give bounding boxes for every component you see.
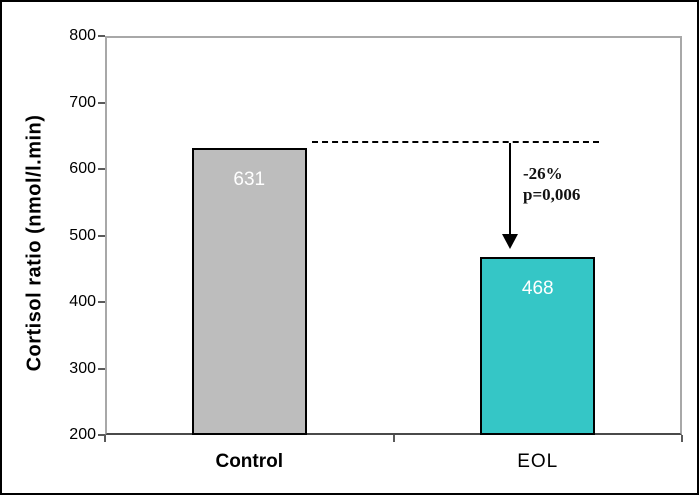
y-axis-tick-label: 700: [69, 93, 96, 111]
y-axis-tick-label: 500: [69, 226, 96, 244]
annotation-p-value: p=0,006: [523, 185, 581, 204]
y-axis-tick-mark: [98, 35, 105, 37]
decrease-arrow-line: [509, 143, 511, 235]
bar-value-label: 631: [233, 169, 266, 191]
y-axis-tick-mark: [98, 367, 105, 370]
annotation-text: -26% p=0,006: [523, 163, 580, 205]
x-axis-label-control: Control: [215, 451, 284, 472]
y-axis-tick-mark: [98, 301, 105, 303]
y-axis-tick-mark: [98, 434, 105, 436]
annotation-percent-change: -26%: [523, 164, 563, 183]
reference-dashed-line: [312, 141, 599, 143]
y-axis-tick-label: 600: [69, 160, 96, 177]
bar-eol: [480, 256, 596, 435]
x-axis-label-eol: EOL: [517, 451, 559, 472]
y-axis-tick-label: 800: [69, 27, 96, 44]
x-axis-tick-mark: [104, 435, 106, 442]
bar-control: [191, 148, 307, 435]
x-axis-tick-mark: [681, 435, 683, 442]
y-axis-tick-label: 300: [69, 359, 96, 377]
decrease-arrow-head-icon: [502, 234, 518, 249]
y-axis-tick-label: 400: [69, 293, 96, 310]
x-axis-tick-mark: [392, 435, 395, 442]
bar-value-label: 468: [521, 277, 554, 299]
y-axis-tick-mark: [98, 101, 105, 104]
y-axis-tick-label: 200: [69, 426, 96, 443]
y-axis-tick-mark: [98, 168, 105, 170]
y-axis-tick-mark: [98, 234, 105, 237]
